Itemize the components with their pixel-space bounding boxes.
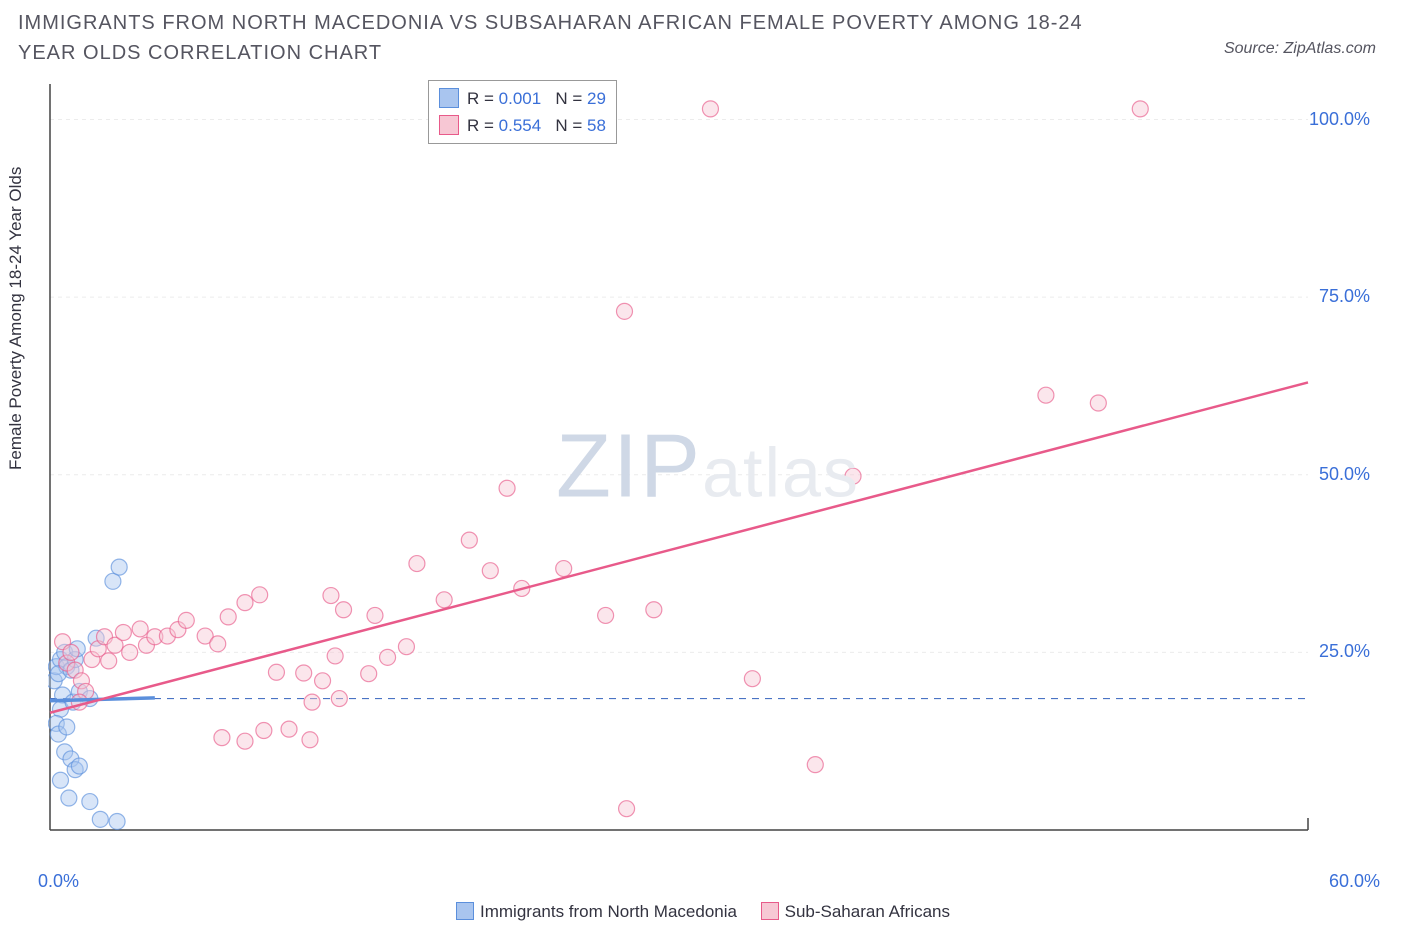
n-label: N = — [541, 89, 587, 108]
chart-title: IMMIGRANTS FROM NORTH MACEDONIA VS SUBSA… — [18, 8, 1146, 68]
stats-row: R = 0.554 N = 58 — [439, 112, 606, 139]
bottom-legend: Immigrants from North Macedonia Sub-Saha… — [0, 902, 1406, 930]
source-label: Source: — [1224, 40, 1279, 57]
legend-label: Immigrants from North Macedonia — [480, 902, 737, 921]
scatter-plot: ZIPatlas R = 0.001 N = 29R = 0.554 N = 5… — [48, 82, 1368, 862]
x-tick-max: 60.0% — [1329, 871, 1380, 892]
n-value: 58 — [587, 116, 606, 135]
y-tick-100: 100.0% — [1309, 109, 1370, 130]
source-name: ZipAtlas.com — [1284, 40, 1376, 57]
stats-row: R = 0.001 N = 29 — [439, 85, 606, 112]
legend-swatch — [456, 902, 474, 920]
y-axis-label: Female Poverty Among 18-24 Year Olds — [6, 167, 26, 470]
source-attribution: Source: ZipAtlas.com — [1224, 40, 1376, 58]
legend-swatch — [761, 902, 779, 920]
stats-legend: R = 0.001 N = 29R = 0.554 N = 58 — [428, 80, 617, 144]
legend-swatch — [439, 115, 459, 135]
r-label: R = — [467, 89, 499, 108]
plot-svg — [48, 82, 1368, 862]
r-label: R = — [467, 116, 499, 135]
y-tick-50: 50.0% — [1319, 464, 1370, 485]
n-label: N = — [541, 116, 587, 135]
n-value: 29 — [587, 89, 606, 108]
x-tick-min: 0.0% — [38, 871, 79, 892]
legend-label: Sub-Saharan Africans — [785, 902, 950, 921]
y-tick-25: 25.0% — [1319, 641, 1370, 662]
r-value: 0.001 — [499, 89, 542, 108]
r-value: 0.554 — [499, 116, 542, 135]
y-tick-75: 75.0% — [1319, 286, 1370, 307]
legend-swatch — [439, 88, 459, 108]
